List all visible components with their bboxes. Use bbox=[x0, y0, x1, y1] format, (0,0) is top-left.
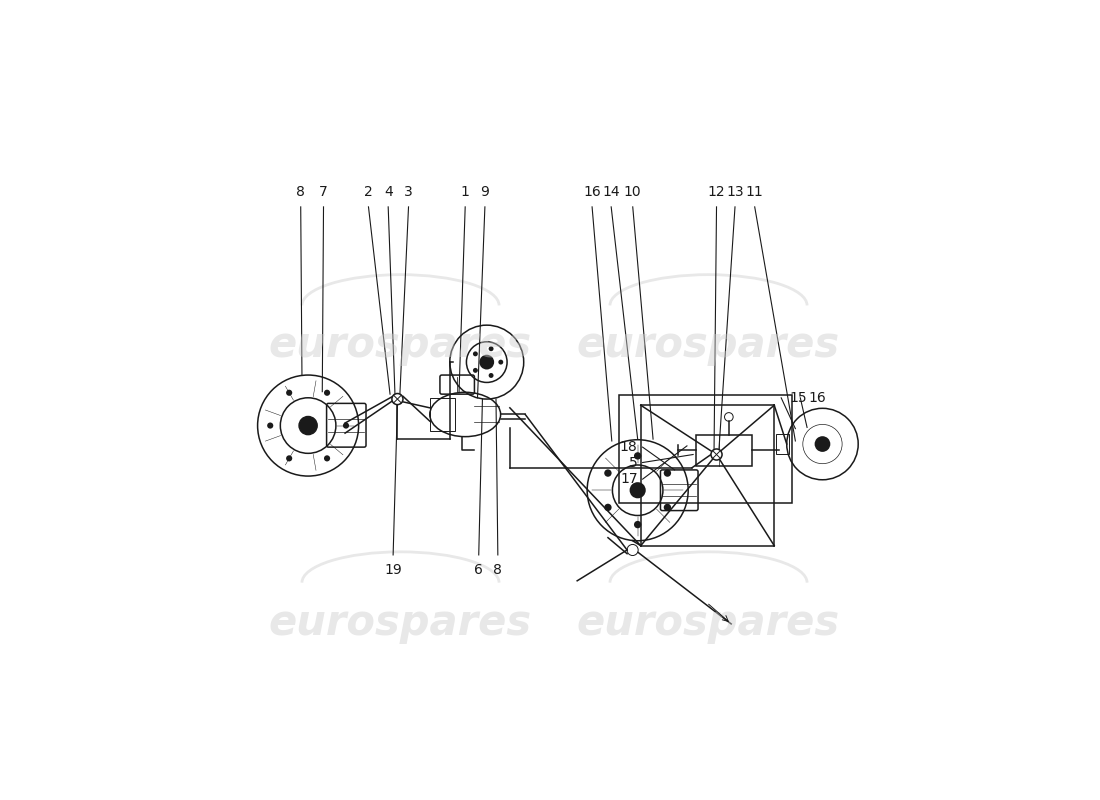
Circle shape bbox=[634, 452, 641, 459]
Circle shape bbox=[488, 373, 494, 378]
Text: 19: 19 bbox=[384, 563, 402, 577]
Text: eurospares: eurospares bbox=[268, 325, 532, 366]
Text: 17: 17 bbox=[620, 472, 638, 486]
Text: eurospares: eurospares bbox=[576, 602, 840, 644]
Circle shape bbox=[663, 470, 671, 477]
Text: 10: 10 bbox=[624, 185, 641, 199]
Circle shape bbox=[267, 422, 273, 429]
Circle shape bbox=[343, 422, 349, 429]
Text: 8: 8 bbox=[296, 185, 305, 199]
Circle shape bbox=[711, 449, 722, 460]
Circle shape bbox=[480, 354, 494, 370]
Circle shape bbox=[604, 504, 612, 511]
Text: 6: 6 bbox=[474, 563, 483, 577]
Circle shape bbox=[604, 470, 612, 477]
Text: 16: 16 bbox=[583, 185, 601, 199]
Circle shape bbox=[392, 394, 403, 405]
Text: 4: 4 bbox=[384, 185, 393, 199]
Circle shape bbox=[286, 390, 293, 396]
Circle shape bbox=[324, 390, 330, 396]
Circle shape bbox=[473, 351, 477, 356]
Circle shape bbox=[629, 482, 646, 498]
Text: 12: 12 bbox=[707, 185, 725, 199]
Text: 3: 3 bbox=[404, 185, 412, 199]
Text: 7: 7 bbox=[319, 185, 328, 199]
Circle shape bbox=[498, 360, 504, 365]
Circle shape bbox=[488, 346, 494, 351]
Bar bbox=[619, 394, 792, 502]
Text: 15: 15 bbox=[789, 391, 806, 405]
Text: eurospares: eurospares bbox=[268, 602, 532, 644]
Text: 13: 13 bbox=[726, 185, 744, 199]
Text: 14: 14 bbox=[603, 185, 620, 199]
Circle shape bbox=[815, 436, 830, 452]
Text: 8: 8 bbox=[494, 563, 503, 577]
Text: 16: 16 bbox=[808, 391, 826, 405]
Circle shape bbox=[324, 455, 330, 462]
Bar bbox=[696, 435, 751, 466]
Bar bbox=[430, 398, 454, 431]
Bar bbox=[776, 434, 789, 454]
Text: 5: 5 bbox=[629, 455, 638, 470]
Text: eurospares: eurospares bbox=[576, 325, 840, 366]
Circle shape bbox=[473, 368, 477, 373]
Circle shape bbox=[299, 417, 317, 434]
Circle shape bbox=[286, 455, 293, 462]
Text: 18: 18 bbox=[620, 440, 638, 454]
Text: 9: 9 bbox=[481, 185, 490, 199]
Text: 1: 1 bbox=[461, 185, 470, 199]
Circle shape bbox=[663, 504, 671, 511]
Circle shape bbox=[634, 521, 641, 528]
Text: 2: 2 bbox=[364, 185, 373, 199]
Text: 11: 11 bbox=[746, 185, 763, 199]
